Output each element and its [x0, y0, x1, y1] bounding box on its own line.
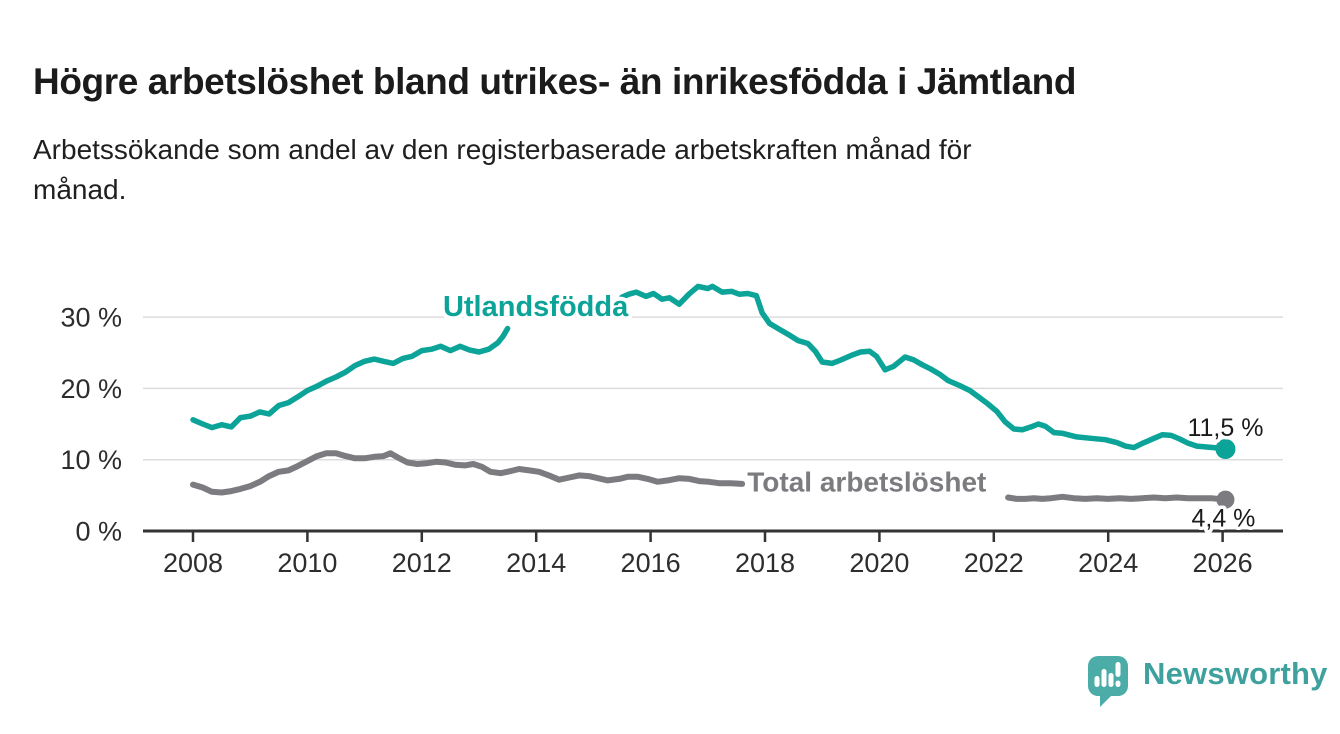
x-tick-label: 2020 [849, 548, 909, 578]
y-tick-label: 30 % [60, 303, 122, 333]
x-tick-label: 2016 [621, 548, 681, 578]
bar-chart-speech-bubble-icon [1088, 656, 1128, 707]
x-tick-label: 2024 [1078, 548, 1138, 578]
page-subtitle: Arbetssökande som andel av den registerb… [33, 130, 1253, 210]
x-tick-label: 2012 [392, 548, 452, 578]
utlandsfodda-end-dot [1215, 438, 1236, 459]
chart-grid-layer [143, 316, 1283, 461]
x-tick-label: 2026 [1193, 548, 1253, 578]
x-tick-label: 2008 [163, 548, 223, 578]
x-tick-label: 2010 [277, 548, 337, 578]
chart-series-layer [190, 283, 1236, 509]
newsworthy-brand: Newsworthy [1086, 654, 1328, 709]
y-tick-label: 0 % [75, 517, 122, 547]
utlandsfodda-line-segment [190, 325, 511, 431]
total-arbetsloshet-end-value-label: 4,4 % [1191, 505, 1255, 533]
total-arbetsloshet-series-label: Total arbetslöshet [747, 466, 986, 497]
y-tick-label: 10 % [60, 445, 122, 475]
utlandsfodda-series-label: Utlandsfödda [443, 291, 629, 323]
x-tick-label: 2022 [964, 548, 1024, 578]
total-arbetsloshet-line-segment [1005, 493, 1229, 503]
utlandsfodda-end-value-label: 11,5 % [1187, 414, 1263, 442]
utlandsfodda-line-segment [619, 283, 1229, 452]
total-arbetsloshet-end-dot [1216, 490, 1235, 509]
total-arbetsloshet-line-segment [190, 450, 746, 496]
chart-annotation-layer: Utlandsfödda 11,5 % Total arbetslöshet 4,4 … [439, 287, 1267, 536]
y-tick-label: 20 % [60, 374, 122, 404]
page-title: Högre arbetslöshet bland utrikes- än inr… [33, 60, 1077, 102]
page-subtitle-line-1: Arbetssökande som andel av den registerb… [33, 134, 972, 165]
brand-name: Newsworthy [1143, 656, 1328, 691]
chart-axis-layer: 0 % 10 % 20 % 30 % 2008 2010 2012 2014 2016 2018 2… [60, 303, 1283, 578]
x-tick-label: 2018 [735, 548, 795, 578]
x-tick-label: 2014 [506, 548, 566, 578]
page-subtitle-line-2: månad. [33, 174, 127, 205]
